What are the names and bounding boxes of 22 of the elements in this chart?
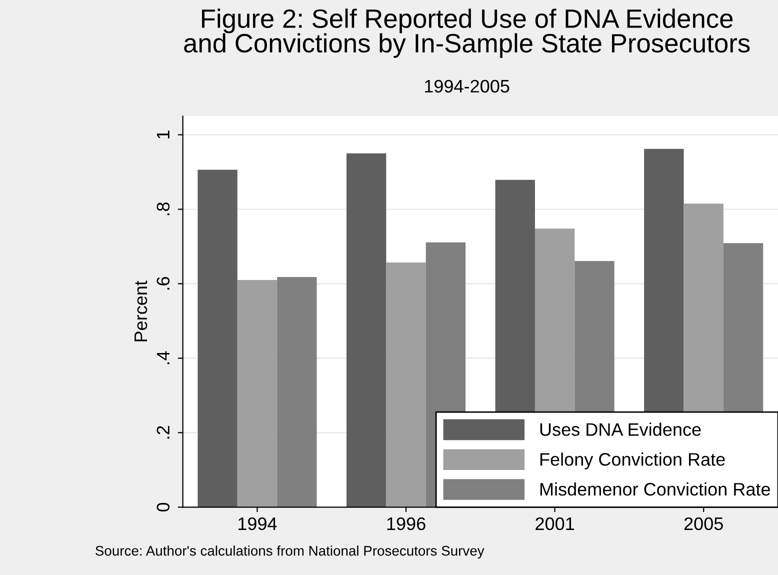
x-tick-label: 1996 (387, 517, 426, 530)
chart-title: Figure 2: Self Reported Use of DNA Evidence and Convictions by In-Sample State Prosecutors (184, 8, 750, 58)
legend-label: Misdemenor Conviction Rate (540, 482, 770, 496)
y-tick-label: 0 (156, 502, 170, 512)
bar (237, 280, 278, 508)
y-axis-title: Percent (134, 280, 148, 342)
y-tick-label: .2 (156, 426, 170, 439)
bar (346, 153, 386, 508)
chart-subtitle: 1994-2005 (425, 80, 510, 93)
bar (198, 170, 238, 508)
bar (277, 277, 317, 508)
y-tick-label: .8 (156, 202, 170, 216)
legend-label: Uses DNA Evidence (540, 422, 701, 436)
y-tick-label: 1 (156, 130, 170, 138)
y-tick-label: .4 (156, 351, 170, 364)
y-tick-label: .6 (156, 276, 170, 290)
x-tick-label: 2005 (684, 517, 723, 530)
x-tick-label: 1994 (238, 517, 277, 530)
x-tick-label: 2001 (536, 517, 574, 530)
source-note: Source: Author's calculations from National Prosecutors Survey (96, 546, 484, 558)
bar (386, 262, 426, 508)
legend-label: Felony Conviction Rate (540, 452, 725, 470)
